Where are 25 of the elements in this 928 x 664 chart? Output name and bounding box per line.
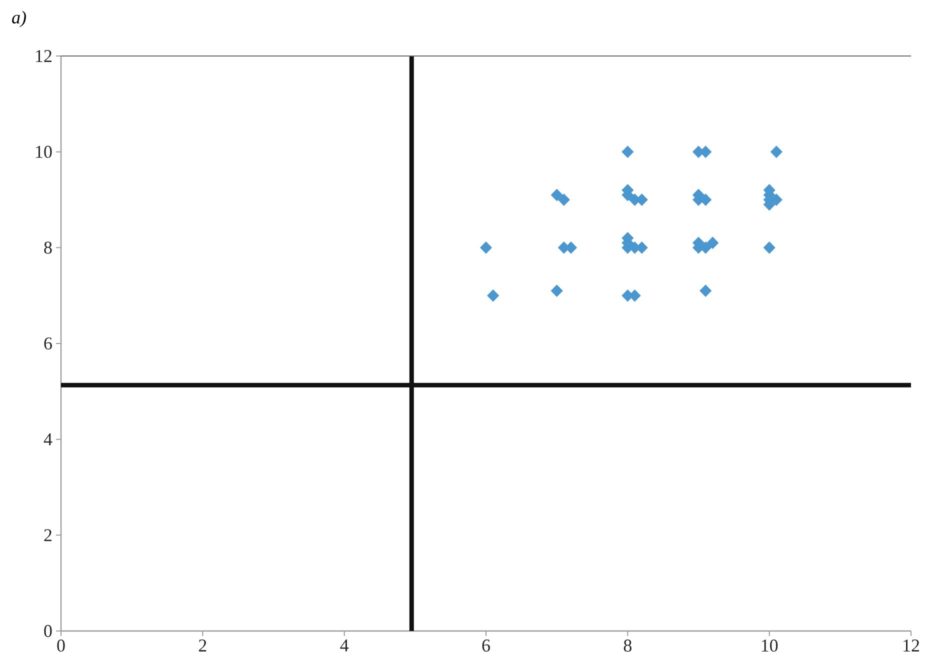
y-tick-label: 12 xyxy=(36,50,52,62)
point xyxy=(700,284,712,297)
x-tick-label: 10 xyxy=(762,640,778,652)
point xyxy=(558,194,570,206)
x-tick-label: 12 xyxy=(904,640,920,652)
x-tick-label: 4 xyxy=(340,640,349,652)
point xyxy=(763,241,776,254)
x-tick-label: 2 xyxy=(198,640,206,652)
point xyxy=(487,289,500,302)
x-tick-label: 6 xyxy=(482,640,490,652)
y-tick-label: 10 xyxy=(36,146,52,158)
point xyxy=(550,188,563,202)
y-tick-label: 0 xyxy=(44,624,52,638)
point xyxy=(622,146,634,158)
x-tick-label: 8 xyxy=(624,640,632,652)
x-tick-label: 0 xyxy=(57,640,65,652)
y-tick-label: 8 xyxy=(44,242,52,254)
point xyxy=(480,241,492,254)
point xyxy=(706,236,719,250)
y-tick-label: 6 xyxy=(44,337,52,350)
y-tick-label: 4 xyxy=(44,433,52,446)
y-tick-label: 2 xyxy=(44,529,52,542)
point xyxy=(770,146,782,158)
point xyxy=(550,284,563,297)
text: a) xyxy=(12,10,26,28)
